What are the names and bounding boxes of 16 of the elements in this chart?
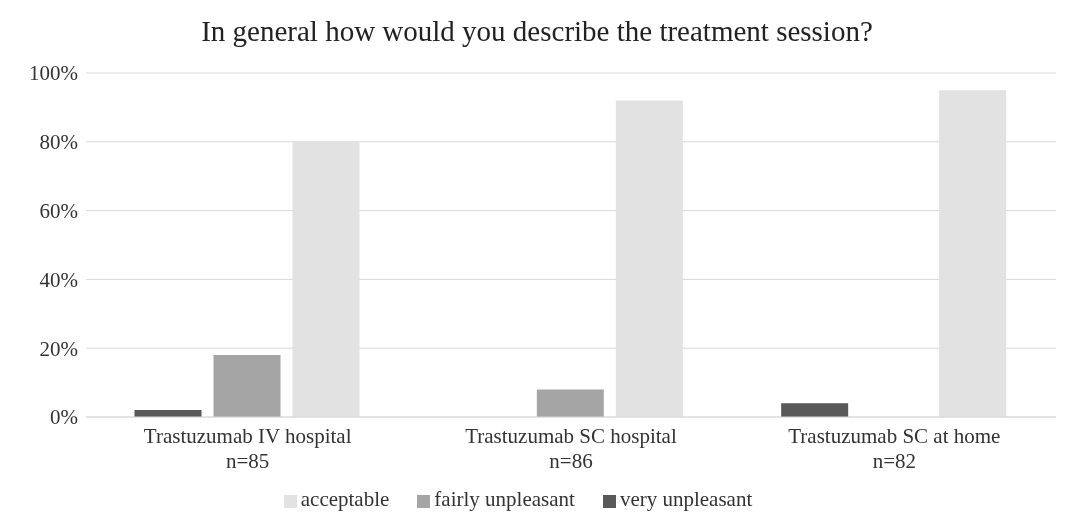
- legend-label: very unpleasant: [619, 487, 753, 511]
- y-tick-label: 0%: [50, 405, 78, 430]
- chart-title: In general how would you describe the treatment session?: [200, 14, 874, 49]
- x-tick-label: Trastuzumab IV hospital n=85: [143, 424, 352, 473]
- y-tick-label: 80%: [39, 130, 78, 155]
- x-tick-label: Trastuzumab SC hospital n=86: [465, 424, 677, 473]
- x-tick-label: Trastuzumab SC at home n=82: [788, 424, 1001, 473]
- bar: [213, 355, 281, 417]
- y-tick-label: 60%: [39, 199, 78, 224]
- legend-label: fairly unpleasant: [434, 487, 575, 511]
- y-tick-label: 20%: [39, 336, 78, 361]
- y-tick-label: 100%: [29, 61, 78, 86]
- y-tick-label: 40%: [39, 267, 78, 292]
- bar: [781, 403, 849, 417]
- legend-label: acceptable: [300, 487, 390, 511]
- bar: [536, 389, 604, 417]
